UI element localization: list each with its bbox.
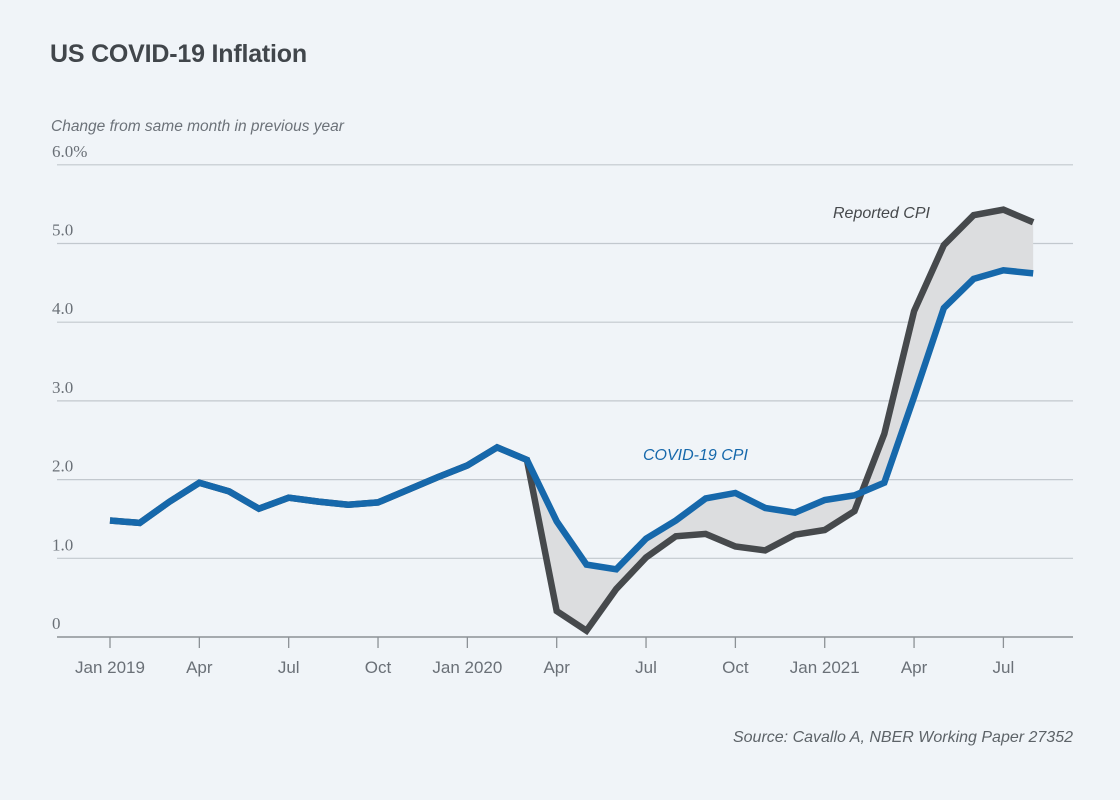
x-tick-label: Jan 2019	[75, 658, 145, 677]
x-axis	[109, 637, 1005, 648]
series-lines	[109, 206, 1035, 636]
x-tick-label: Oct	[365, 658, 392, 677]
y-tick-labels: 0 1.0 2.0 3.0 4.0 5.0 6.0%	[52, 142, 87, 633]
x-tick-label: Jan 2020	[432, 658, 502, 677]
y-tick-label: 3.0	[52, 378, 73, 397]
series-band-fill	[110, 209, 1034, 631]
x-tick-label: Jul	[993, 658, 1015, 677]
x-tick-label: Oct	[722, 658, 749, 677]
y-tick-label: 0	[52, 614, 61, 633]
y-tick-label: 2.0	[52, 457, 73, 476]
x-tick-labels: Jan 2019 Apr Jul Oct Jan 2020 Apr Jul Oct Jan 20…	[75, 658, 1014, 677]
series-label-reported: Reported CPI	[833, 205, 930, 222]
x-tick-label: Apr	[186, 658, 213, 677]
y-tick-label: 6.0%	[52, 142, 87, 161]
series-line-covid-cpi	[109, 266, 1034, 573]
band-between-series	[110, 209, 1034, 631]
source-caption: Source: Cavallo A, NBER Working Paper 27…	[732, 729, 1073, 746]
chart-subtitle: Change from same month in previous year	[51, 118, 344, 135]
line-chart-plot: 01.02.03.04.05.06.0% Jan 2019 Apr Jul Oct Ja…	[52, 142, 1073, 677]
y-tick-label: 1.0	[52, 535, 73, 554]
page-title: US COVID-19 Inflation	[50, 40, 307, 68]
x-tick-label: Jul	[635, 658, 657, 677]
y-tick-label: 5.0	[52, 221, 73, 240]
series-annotations: COVID-19 CPI Reported CPI	[643, 205, 930, 464]
x-tick-label: Apr	[901, 658, 928, 677]
x-tick-label: Jan 2021	[790, 658, 860, 677]
x-tick-label: Jul	[278, 658, 300, 677]
y-tick-label: 4.0	[52, 299, 73, 318]
x-tick-label: Apr	[543, 658, 570, 677]
series-label-covid: COVID-19 CPI	[643, 447, 748, 464]
